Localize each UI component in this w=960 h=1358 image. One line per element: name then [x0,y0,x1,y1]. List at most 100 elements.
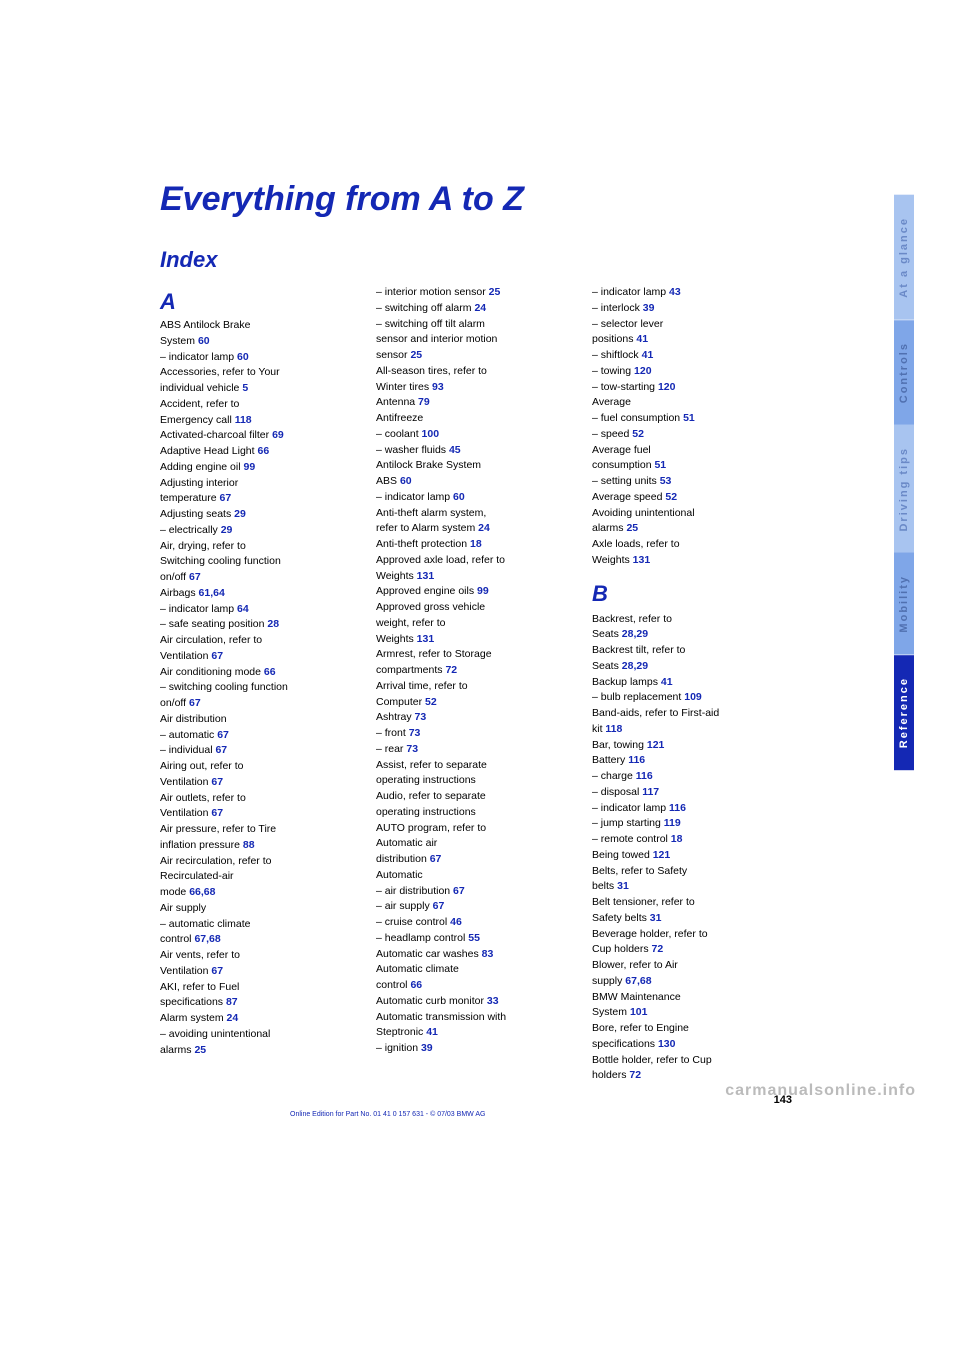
page-ref[interactable]: 52 [665,491,677,503]
page-ref[interactable]: 100 [422,428,440,440]
page-ref[interactable]: 67 [211,650,223,662]
page-ref[interactable]: 25 [194,1044,206,1056]
page-ref[interactable]: 25 [626,522,638,534]
page-ref[interactable]: 118 [235,414,252,426]
page-ref[interactable]: 131 [417,570,435,582]
page-ref[interactable]: 24 [474,302,486,314]
page-ref[interactable]: 46 [450,916,462,928]
page-ref[interactable]: 121 [647,739,665,751]
page-ref[interactable]: 116 [669,802,686,814]
page-ref[interactable]: 73 [415,711,427,723]
page-ref[interactable]: 51 [683,412,695,424]
page-ref[interactable]: 41 [661,676,673,688]
page-ref[interactable]: 52 [425,696,437,708]
page-ref[interactable]: 18 [671,833,683,845]
page-ref[interactable]: 119 [664,817,681,829]
page-ref[interactable]: 5 [242,382,248,394]
page-ref[interactable]: 120 [634,365,652,377]
page-ref[interactable]: 66 [258,445,270,457]
tab-driving-tips[interactable]: Driving tips [894,425,914,554]
page-ref[interactable]: 66 [410,979,422,991]
page-ref[interactable]: 67 [189,571,201,583]
tab-reference[interactable]: Reference [894,655,914,770]
page-ref[interactable]: 60 [453,491,465,503]
index-entry: – indicator lamp 60 [160,350,358,366]
page-ref[interactable]: 101 [630,1006,648,1018]
index-entry: Steptronic 41 [376,1025,574,1041]
page-ref[interactable]: 67 [189,697,201,709]
page-ref[interactable]: 43 [669,286,681,298]
page-ref[interactable]: 73 [409,727,421,739]
page-ref[interactable]: 72 [629,1069,641,1081]
page-ref[interactable]: 99 [477,585,489,597]
page-ref[interactable]: 72 [652,943,664,955]
page-ref[interactable]: 67 [220,492,232,504]
page-ref[interactable]: 67 [211,776,223,788]
page-ref[interactable]: 67 [211,807,223,819]
tab-controls[interactable]: Controls [894,320,914,425]
page-ref[interactable]: 64 [237,603,249,615]
page-ref[interactable]: 55 [468,932,480,944]
page-ref[interactable]: 67 [215,744,227,756]
page-ref[interactable]: 39 [643,302,655,314]
page-ref[interactable]: 45 [449,444,461,456]
page-ref[interactable]: 52 [632,428,644,440]
page-ref[interactable]: 109 [684,691,702,703]
page-ref[interactable]: 79 [418,396,430,408]
page-ref[interactable]: 67 [433,900,445,912]
page-ref[interactable]: 117 [642,786,659,798]
entry-text: – indicator lamp [592,286,666,298]
page-ref[interactable]: 28,29 [622,628,648,640]
page-ref[interactable]: 18 [470,538,482,550]
page-ref[interactable]: 41 [636,333,648,345]
page-ref[interactable]: 53 [660,475,672,487]
page-ref[interactable]: 41 [426,1026,438,1038]
index-entry: Air conditioning mode 66 [160,665,358,681]
page-ref[interactable]: 28 [267,618,279,630]
page-ref[interactable]: 93 [432,381,444,393]
page-ref[interactable]: 87 [226,996,238,1008]
page-ref[interactable]: 25 [410,349,422,361]
page-ref[interactable]: 60 [400,475,412,487]
page-ref[interactable]: 67,68 [625,975,651,987]
page-ref[interactable]: 67 [430,853,442,865]
page-ref[interactable]: 120 [658,381,676,393]
page-ref[interactable]: 67 [217,729,229,741]
page-ref[interactable]: 51 [654,459,666,471]
tab-mobility[interactable]: Mobility [894,553,914,655]
page-ref[interactable]: 69 [272,429,284,441]
page-ref[interactable]: 60 [237,351,249,363]
page-ref[interactable]: 24 [227,1012,239,1024]
page-ref[interactable]: 66 [264,666,276,678]
page-ref[interactable]: 25 [489,286,501,298]
tab-at-a-glance[interactable]: At a glance [894,195,914,320]
page-ref[interactable]: 73 [406,743,418,755]
page-ref[interactable]: 28,29 [622,660,648,672]
page-ref[interactable]: 31 [650,912,662,924]
page-ref[interactable]: 88 [243,839,255,851]
page-ref[interactable]: 67 [453,885,465,897]
page-ref[interactable]: 131 [633,554,651,566]
index-entry: Switching cooling function [160,554,358,570]
page-ref[interactable]: 31 [617,880,629,892]
page-ref[interactable]: 61,64 [199,587,225,599]
page-ref[interactable]: 60 [198,335,210,347]
page-ref[interactable]: 67,68 [194,933,220,945]
page-ref[interactable]: 116 [628,754,645,766]
page-ref[interactable]: 66,68 [189,886,215,898]
page-ref[interactable]: 72 [445,664,457,676]
page-ref[interactable]: 67 [211,965,223,977]
page-ref[interactable]: 83 [482,948,494,960]
page-ref[interactable]: 121 [653,849,671,861]
page-ref[interactable]: 24 [478,522,490,534]
page-ref[interactable]: 41 [642,349,654,361]
page-ref[interactable]: 131 [417,633,435,645]
page-ref[interactable]: 130 [658,1038,676,1050]
page-ref[interactable]: 29 [221,524,233,536]
page-ref[interactable]: 39 [421,1042,433,1054]
page-ref[interactable]: 29 [234,508,246,520]
page-ref[interactable]: 99 [244,461,256,473]
page-ref[interactable]: 116 [636,770,653,782]
page-ref[interactable]: 118 [605,723,622,735]
page-ref[interactable]: 33 [487,995,499,1007]
